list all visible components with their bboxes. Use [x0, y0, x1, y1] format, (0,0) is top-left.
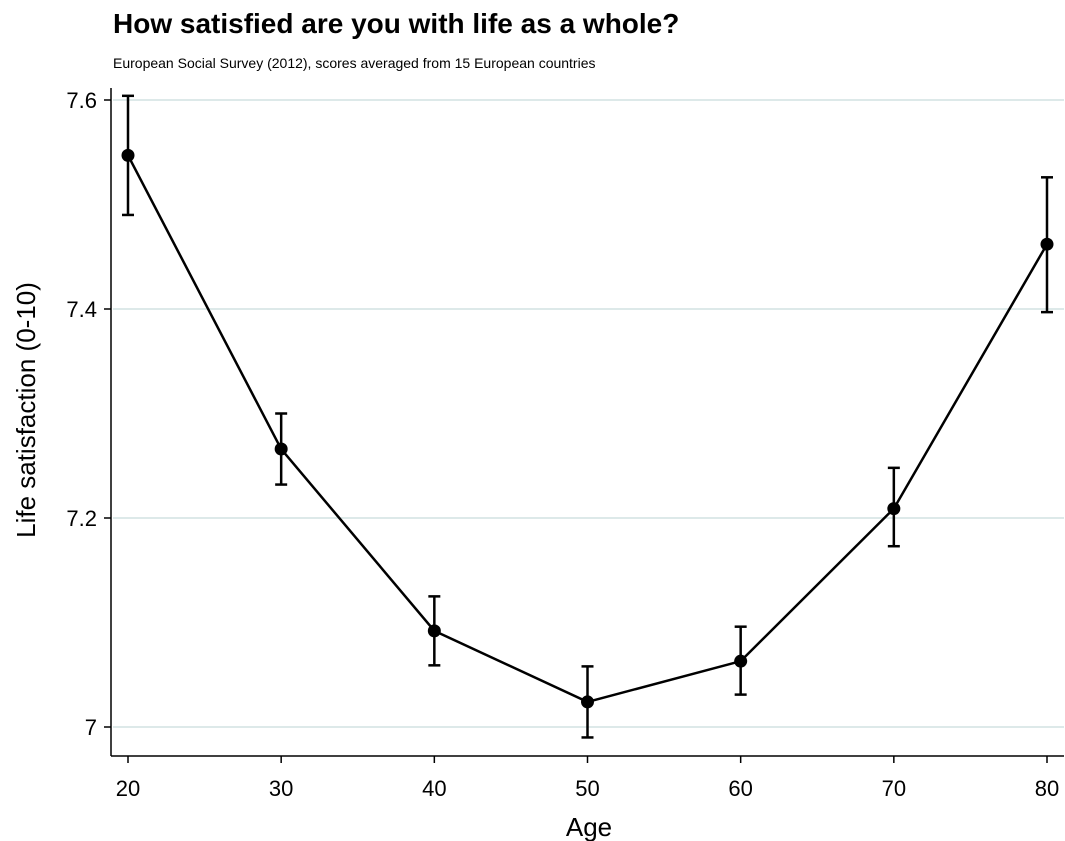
data-point: [887, 502, 901, 516]
x-tick-label: 30: [269, 776, 293, 801]
x-tick-label: 40: [422, 776, 446, 801]
x-tick-label: 50: [575, 776, 599, 801]
x-tick-label: 70: [882, 776, 906, 801]
x-axis-title: Age: [566, 812, 612, 841]
series: [121, 94, 1054, 739]
data-point: [581, 695, 594, 709]
series-line: [126, 154, 1049, 704]
axes: [110, 88, 1064, 757]
y-axis-title: Life satisfaction (0-10): [11, 282, 41, 538]
y-tick-label: 7.2: [66, 506, 97, 531]
data-point: [734, 654, 748, 668]
y-tick-label: 7: [85, 715, 97, 740]
data-point: [121, 148, 135, 162]
chart-subtitle: European Social Survey (2012), scores av…: [113, 55, 596, 71]
data-point: [274, 442, 288, 456]
x-tick-label: 20: [116, 776, 140, 801]
ticks: 7 7.2 7.4 7.6 20 30 40 50 60 70 80: [66, 88, 1059, 801]
data-point: [1040, 237, 1054, 251]
x-tick-label: 60: [728, 776, 752, 801]
chart-title: How satisfied are you with life as a who…: [113, 8, 680, 39]
data-point: [427, 624, 441, 638]
y-tick-label: 7.6: [66, 88, 97, 113]
x-tick-label: 80: [1035, 776, 1059, 801]
gridlines: [113, 99, 1064, 728]
y-tick-label: 7.4: [66, 297, 97, 322]
